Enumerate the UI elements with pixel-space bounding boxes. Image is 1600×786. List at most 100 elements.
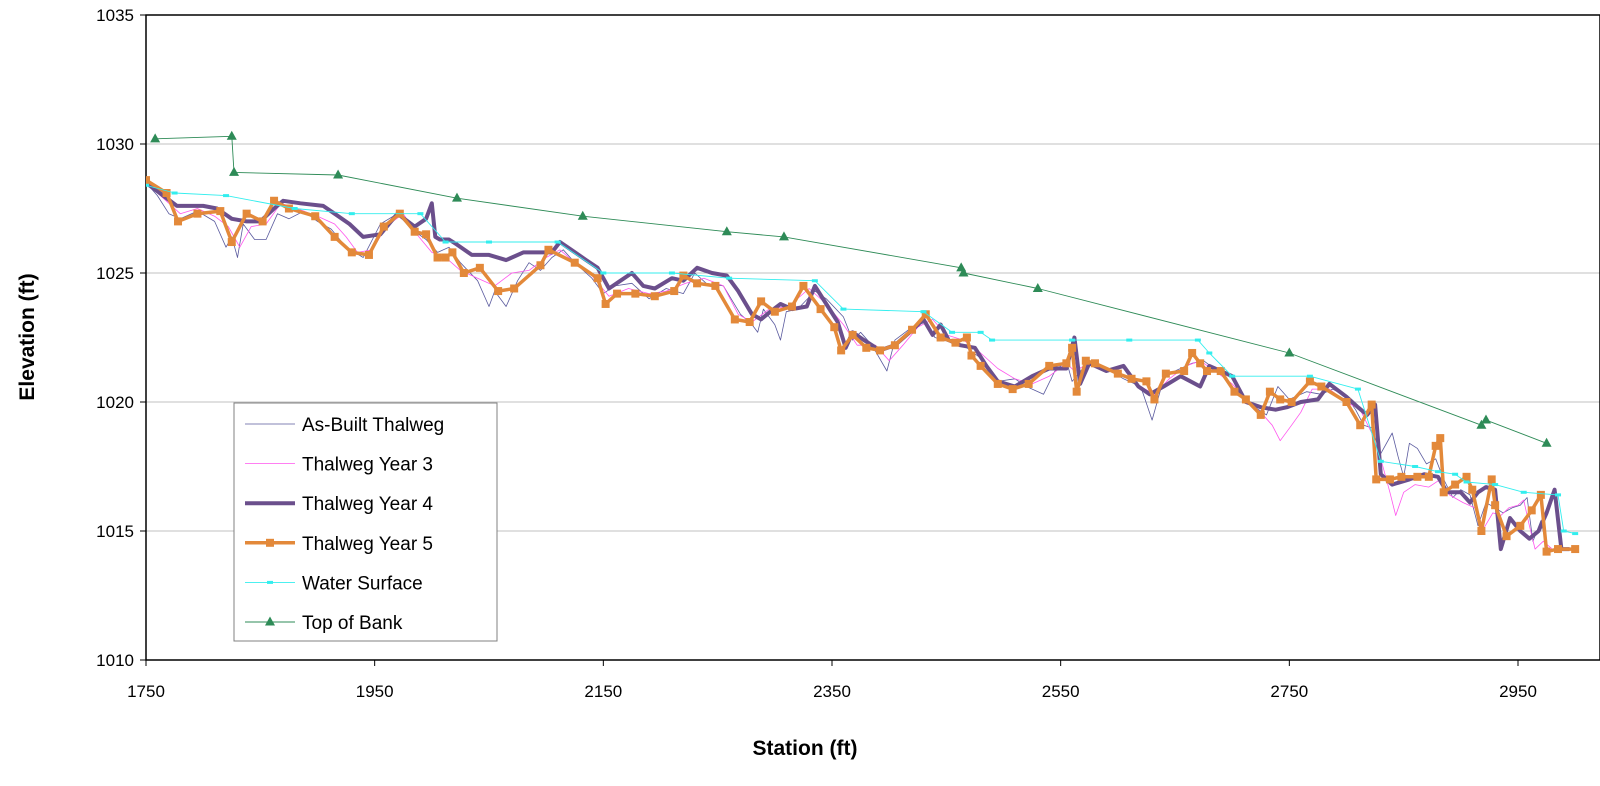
series-thalweg-year-5 [146,176,1580,556]
point-marker [146,183,149,187]
point-marker [1554,545,1563,554]
point-marker [962,333,971,342]
point-marker [1555,493,1562,497]
point-marker [1196,359,1205,368]
series-layer [146,130,1580,556]
point-marker [1480,414,1491,424]
point-marker [544,245,553,254]
point-marker [670,287,679,296]
point-marker [1385,475,1394,484]
point-marker [1413,472,1422,481]
point-marker [291,207,298,210]
point-marker [837,346,846,355]
point-marker [1068,343,1077,352]
point-marker [830,323,839,332]
legend-label: Top of Bank [302,613,403,634]
point-marker [1306,374,1313,378]
point-marker [936,333,945,342]
point-marker [216,207,225,216]
legend-item: Top of Bank [245,613,403,634]
point-marker [711,281,720,290]
point-marker [536,261,545,270]
point-marker [417,212,424,216]
point-marker [459,269,468,277]
point-marker [816,305,825,314]
point-marker [1541,437,1552,447]
point-marker [993,379,1002,388]
point-marker [757,297,766,306]
point-marker [876,346,885,355]
point-marker [1542,547,1551,556]
point-marker [848,330,857,339]
point-marker [593,274,602,283]
point-marker [1206,351,1213,355]
legend-item: As-Built Thalweg [245,415,444,436]
x-tick-label: 2350 [813,682,851,701]
point-marker [840,307,847,311]
y-tick-label: 1020 [96,393,134,412]
point-marker [1571,545,1580,554]
point-marker [613,289,622,298]
point-marker [1216,367,1225,376]
point-marker [1431,441,1440,450]
y-tick-label: 1030 [96,135,134,154]
point-marker [451,192,462,202]
point-marker [1377,459,1384,463]
point-marker [745,318,754,327]
x-tick-label: 1950 [356,682,394,701]
point-marker [223,194,230,198]
point-marker [693,279,702,288]
point-marker [1487,475,1496,484]
point-marker [1424,472,1433,481]
point-marker [577,210,588,220]
point-marker [1492,483,1499,487]
point-marker [1462,472,1471,481]
point-marker [949,330,956,334]
point-marker [442,240,449,244]
y-tick-label: 1010 [96,651,134,670]
point-marker [267,580,273,584]
point-marker [600,271,607,275]
legend-item: Thalweg Year 4 [245,494,433,515]
point-marker [908,325,917,334]
point-marker [270,196,279,205]
point-marker [890,341,899,350]
point-marker [1516,521,1525,530]
x-tick-label: 1750 [127,682,165,701]
point-marker [554,240,561,244]
y-tick-label: 1035 [96,6,134,25]
point-marker [1397,472,1406,481]
point-marker [364,250,373,259]
point-marker [958,267,969,277]
point-marker [977,330,984,334]
legend-label: Thalweg Year 4 [302,494,433,515]
point-marker [1305,377,1314,386]
legend-item: Water Surface [245,573,423,594]
point-marker [862,343,871,352]
point-marker [1241,395,1250,404]
point-marker [811,279,818,283]
point-marker [1436,434,1445,443]
point-marker [379,222,388,231]
point-marker [1520,490,1527,494]
point-marker [1142,377,1151,386]
point-marker [726,276,733,280]
point-marker [265,616,275,626]
x-axis-title: Station (ft) [753,737,858,760]
point-marker [330,232,339,241]
point-marker [333,169,344,179]
x-tick-label: 2150 [584,682,622,701]
point-marker [242,209,251,218]
point-marker [441,253,450,262]
point-marker [1127,374,1136,383]
y-tick-label: 1015 [96,522,134,541]
point-marker [1527,506,1536,515]
point-marker [601,299,610,308]
legend-label: Thalweg Year 5 [302,534,433,555]
point-marker [1072,387,1081,396]
point-marker [486,240,492,244]
point-marker [1354,387,1361,391]
tick-labels: 1010 1015 1020 1025 1030 1035 1750 1950 2150 2350… [96,6,1537,701]
point-marker [921,310,930,319]
